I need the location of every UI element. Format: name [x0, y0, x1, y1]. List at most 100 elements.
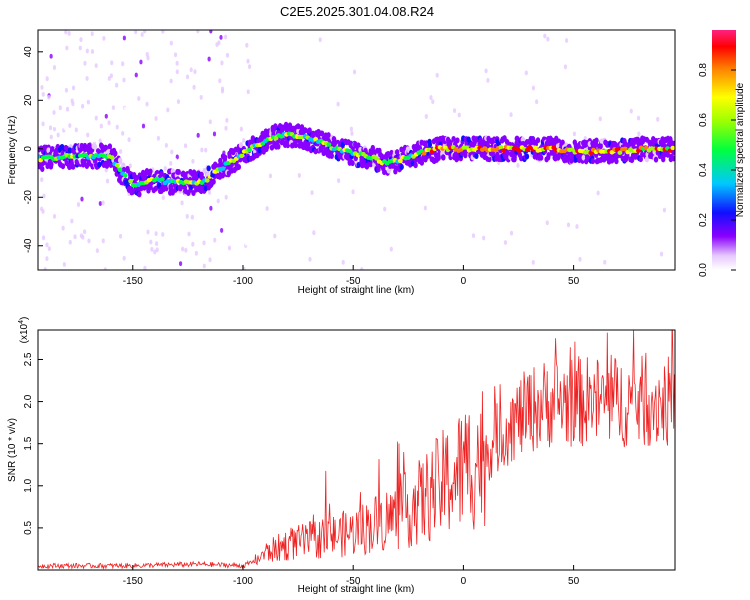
heatmap-speckle	[456, 197, 460, 203]
heatmap-y-ticks: -40 -20 0 20 40	[23, 46, 43, 253]
heatmap-speckle	[637, 226, 642, 231]
heatmap-speckle	[145, 52, 149, 57]
heatmap-speckle	[52, 65, 57, 70]
snr-scale-factor: (x104)	[18, 317, 30, 344]
heatmap-band-cell	[552, 151, 558, 158]
heatmap-speckle	[94, 63, 98, 69]
heatmap-speckle	[426, 124, 431, 130]
heatmap-band-cell	[640, 151, 645, 158]
heatmap-speckle	[565, 38, 569, 43]
snr-panel: -150 -100 -50 0 50 0.5 1.0 1.5 2.0 2.5 Height of…	[7, 317, 676, 595]
heatmap-band-cell	[474, 153, 479, 160]
heatmap-speckle	[63, 125, 67, 131]
heatmap-speckle	[81, 103, 85, 109]
snr-x-ticks: -150 -100 -50 0 50	[123, 565, 580, 587]
snr-x-tick-label: -150	[123, 576, 143, 587]
heatmap-speckle	[262, 67, 266, 73]
heatmap-speckle	[148, 210, 152, 216]
heatmap-ridge-cell	[210, 173, 215, 178]
heatmap-speckle	[252, 263, 256, 269]
heatmap-speckle	[585, 45, 589, 51]
heatmap-speckle	[173, 157, 178, 163]
heatmap-speckle	[545, 220, 549, 226]
heatmap-speckle	[107, 228, 111, 234]
heatmap-speckle	[148, 161, 152, 167]
heatmap-speckle	[56, 132, 60, 138]
heatmap-speckle	[181, 246, 185, 252]
heatmap-band-cell	[107, 143, 113, 150]
heatmap-band-cell	[671, 155, 675, 162]
heatmap-speckle	[183, 143, 188, 149]
heatmap-speckle	[525, 106, 529, 112]
heatmap-speckle	[121, 130, 125, 136]
heatmap-ridge-cell	[588, 150, 594, 156]
heatmap-speckle	[345, 93, 350, 98]
heatmap-speckle	[650, 62, 654, 68]
heatmap-speckle	[269, 238, 273, 244]
heatmap-speckle	[516, 162, 520, 168]
heatmap-speckle	[156, 135, 161, 141]
heatmap-speckle	[175, 60, 179, 66]
heatmap-speckle	[203, 231, 208, 237]
heatmap-speckle	[74, 127, 78, 133]
heatmap-speckle	[656, 116, 660, 122]
heatmap-speckle	[166, 107, 170, 113]
heatmap-band-cell	[502, 135, 507, 142]
heatmap-speckle	[244, 240, 248, 246]
heatmap-speckle	[556, 107, 560, 112]
heatmap-speckle	[546, 36, 550, 42]
heatmap-speckle	[43, 267, 47, 270]
heatmap-speckle	[543, 33, 547, 39]
heatmap-ridge-cell	[159, 177, 165, 182]
heatmap-speckle	[434, 223, 438, 229]
heatmap-band-cell	[385, 150, 391, 157]
heatmap-speckle	[98, 138, 102, 144]
heatmap-speckle	[67, 31, 71, 36]
heatmap-speckle	[514, 242, 518, 248]
heatmap-speckle	[137, 96, 141, 101]
heatmap-speckle	[535, 99, 539, 105]
heatmap-speckle	[461, 198, 465, 204]
heatmap-speckle	[224, 194, 228, 200]
heatmap-speckle	[90, 31, 94, 37]
heatmap-speckle	[212, 131, 217, 137]
heatmap-speckle	[65, 106, 70, 112]
heatmap-band-cell	[171, 172, 176, 179]
heatmap-speckle	[90, 49, 95, 54]
heatmap-band-cell	[598, 143, 603, 150]
heatmap-speckle	[509, 230, 514, 236]
heatmap-speckle	[187, 231, 191, 237]
heatmap-speckle	[49, 53, 53, 59]
heatmap-speckle	[216, 198, 220, 204]
heatmap-y-tick-label: 40	[23, 46, 34, 58]
heatmap-speckle	[170, 92, 174, 97]
heatmap-speckle	[184, 247, 188, 253]
heatmap-speckle	[452, 108, 457, 114]
heatmap-speckle	[659, 194, 663, 199]
heatmap-speckle	[310, 207, 314, 212]
heatmap-speckle	[524, 70, 528, 76]
heatmap-band-cell	[293, 142, 299, 149]
heatmap-speckle	[662, 207, 667, 213]
heatmap-speckle	[119, 149, 123, 154]
heatmap-speckle	[43, 97, 47, 103]
heatmap-x-tick-label: -150	[123, 276, 143, 287]
heatmap-speckle	[83, 60, 87, 66]
heatmap-speckle	[220, 46, 224, 52]
heatmap-speckle	[239, 126, 243, 132]
heatmap-speckle	[130, 72, 135, 78]
heatmap-band-cell	[419, 159, 425, 166]
heatmap-speckle	[140, 32, 144, 37]
heatmap-speckle	[195, 57, 200, 63]
heatmap-band-cell	[206, 165, 211, 172]
heatmap-speckle	[157, 40, 161, 46]
heatmap-ridge-cell	[117, 167, 123, 172]
heatmap-band-cell	[538, 154, 544, 161]
heatmap-speckle	[423, 205, 427, 211]
heatmap-speckle	[596, 190, 600, 196]
heatmap-speckle	[45, 76, 49, 82]
heatmap-speckle	[190, 214, 194, 220]
heatmap-speckle	[476, 85, 481, 90]
heatmap-speckle	[222, 204, 227, 210]
heatmap-band-cell	[176, 169, 181, 176]
